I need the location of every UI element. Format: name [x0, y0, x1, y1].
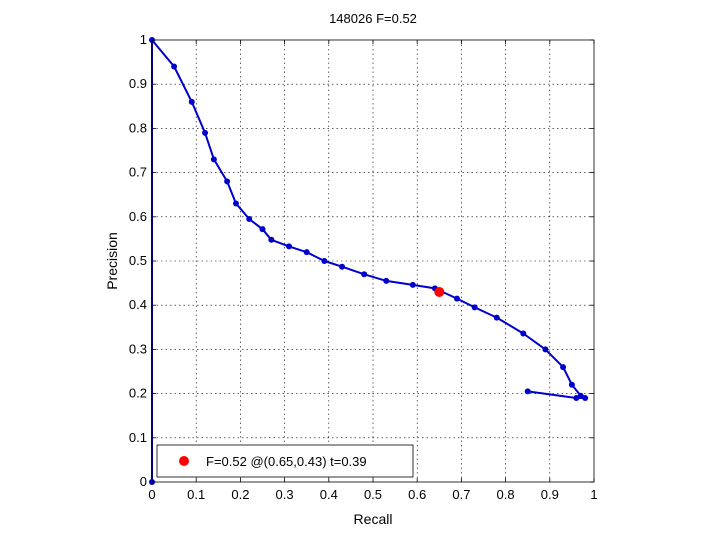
- y-axis-label: Precision: [104, 232, 120, 290]
- y-tick-label: 0.3: [129, 341, 147, 356]
- data-point: [524, 388, 531, 395]
- grid: [152, 40, 594, 482]
- data-point: [202, 129, 209, 136]
- x-tick-label: 0.7: [452, 487, 470, 502]
- data-point: [383, 277, 390, 284]
- data-point: [453, 295, 460, 302]
- y-tick-label: 0.5: [129, 253, 147, 268]
- series-line: [151, 39, 587, 482]
- data-point: [210, 156, 217, 163]
- data-point: [303, 249, 310, 256]
- y-tick-label: 0.6: [129, 209, 147, 224]
- data-point: [232, 200, 239, 207]
- axes: 0 0.1 0.2 0.3 0.4 0.5 0.6 0.7 0.8 0.9 1 0 0.1 0.2 0.3 0…: [129, 32, 598, 502]
- data-point: [339, 263, 346, 270]
- data-point: [582, 395, 589, 402]
- data-point: [188, 98, 195, 105]
- x-tick-label: 0.9: [541, 487, 559, 502]
- data-point: [246, 216, 253, 223]
- y-tick-label: 0.8: [129, 120, 147, 135]
- x-tick-label: 0.3: [276, 487, 294, 502]
- y-tick-label: 0.4: [129, 297, 147, 312]
- x-tick-label: 1: [590, 487, 597, 502]
- y-tick-label: 1: [140, 32, 147, 47]
- chart-title: 148026 F=0.52: [329, 11, 417, 26]
- x-axis-label: Recall: [354, 511, 393, 527]
- data-point: [361, 271, 368, 278]
- x-tick-label: 0.8: [497, 487, 515, 502]
- y-tick-label: 0.2: [129, 386, 147, 401]
- x-tick-label: 0.5: [364, 487, 382, 502]
- y-tick-label: 0.7: [129, 165, 147, 180]
- y-tick-label: 0.1: [129, 430, 147, 445]
- y-tick-label: 0.9: [129, 76, 147, 91]
- data-point: [568, 381, 575, 388]
- x-tick-label: 0.1: [187, 487, 205, 502]
- data-point: [542, 346, 549, 353]
- legend-marker: [179, 456, 189, 466]
- data-point: [577, 392, 584, 399]
- data-point: [321, 258, 328, 264]
- data-point: [471, 304, 478, 311]
- data-point: [171, 63, 178, 70]
- data-point: [259, 226, 266, 233]
- data-point: [268, 236, 275, 243]
- plot-frame: [151, 39, 595, 483]
- x-tick-label: 0.4: [320, 487, 338, 502]
- y-tick-label: 0: [140, 474, 147, 489]
- legend: F=0.52 @(0.65,0.43) t=0.39: [156, 444, 414, 478]
- legend-label: F=0.52 @(0.65,0.43) t=0.39: [206, 454, 367, 469]
- data-point: [224, 178, 231, 185]
- data-point: [286, 243, 293, 250]
- legend-box: [156, 444, 414, 478]
- data-point: [560, 364, 567, 371]
- data-point: [409, 281, 416, 288]
- data-point: [573, 395, 580, 402]
- data-point: [520, 330, 527, 337]
- x-tick-label: 0.6: [408, 487, 426, 502]
- plot-area: [149, 37, 589, 485]
- x-tick-label: 0: [148, 487, 155, 502]
- data-point: [493, 314, 500, 321]
- best-f-point: [434, 286, 445, 297]
- x-tick-label: 0.2: [231, 487, 249, 502]
